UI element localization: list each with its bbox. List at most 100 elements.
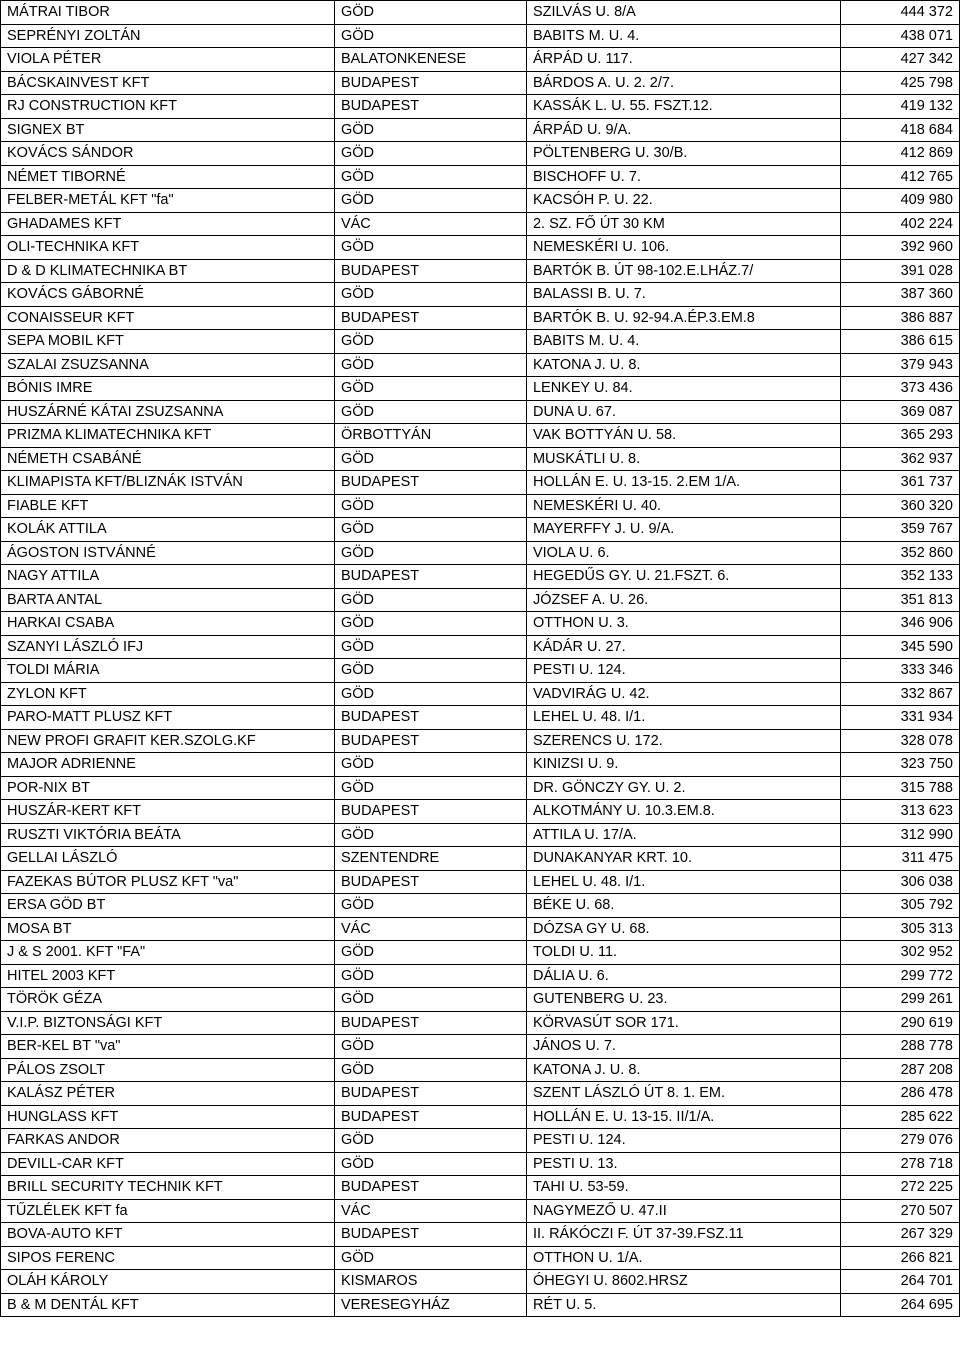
cell-col-2: BARTÓK B. U. 92-94.A.ÉP.3.EM.8	[526, 306, 840, 330]
cell-col-0: FARKAS ANDOR	[1, 1129, 335, 1153]
cell-col-0: KALÁSZ PÉTER	[1, 1082, 335, 1106]
cell-col-0: NAGY ATTILA	[1, 565, 335, 589]
table-row: PARO-MATT PLUSZ KFTBUDAPESTLEHEL U. 48. …	[1, 706, 960, 730]
cell-col-0: FIABLE KFT	[1, 494, 335, 518]
cell-col-1: BUDAPEST	[334, 1082, 526, 1106]
cell-col-3: 392 960	[841, 236, 960, 260]
table-row: D & D KLIMATECHNIKA BTBUDAPESTBARTÓK B. …	[1, 259, 960, 283]
cell-col-2: HOLLÁN E. U. 13-15. II/1/A.	[526, 1105, 840, 1129]
cell-col-1: GÖD	[334, 1152, 526, 1176]
cell-col-3: 288 778	[841, 1035, 960, 1059]
cell-col-3: 311 475	[841, 847, 960, 871]
cell-col-3: 332 867	[841, 682, 960, 706]
cell-col-3: 264 701	[841, 1270, 960, 1294]
cell-col-0: BER-KEL BT "va"	[1, 1035, 335, 1059]
cell-col-0: GELLAI LÁSZLÓ	[1, 847, 335, 871]
cell-col-0: TÖRÖK GÉZA	[1, 988, 335, 1012]
cell-col-3: 361 737	[841, 471, 960, 495]
cell-col-3: 264 695	[841, 1293, 960, 1317]
data-table: MÁTRAI TIBORGÖDSZILVÁS U. 8/A444 372SEPR…	[0, 0, 960, 1317]
cell-col-0: SEPA MOBIL KFT	[1, 330, 335, 354]
cell-col-3: 305 792	[841, 894, 960, 918]
cell-col-0: ERSA GÖD BT	[1, 894, 335, 918]
cell-col-1: GÖD	[334, 1, 526, 25]
cell-col-3: 425 798	[841, 71, 960, 95]
cell-col-0: SIPOS FERENC	[1, 1246, 335, 1270]
cell-col-2: HOLLÁN E. U. 13-15. 2.EM 1/A.	[526, 471, 840, 495]
cell-col-1: GÖD	[334, 330, 526, 354]
cell-col-1: GÖD	[334, 24, 526, 48]
cell-col-1: GÖD	[334, 588, 526, 612]
cell-col-1: GÖD	[334, 894, 526, 918]
cell-col-3: 299 772	[841, 964, 960, 988]
cell-col-0: J & S 2001. KFT "FA"	[1, 941, 335, 965]
cell-col-3: 412 869	[841, 142, 960, 166]
cell-col-1: BUDAPEST	[334, 870, 526, 894]
cell-col-3: 373 436	[841, 377, 960, 401]
table-row: KOVÁCS SÁNDORGÖDPÖLTENBERG U. 30/B.412 8…	[1, 142, 960, 166]
table-row: POR-NIX BTGÖDDR. GÖNCZY GY. U. 2.315 788	[1, 776, 960, 800]
cell-col-3: 279 076	[841, 1129, 960, 1153]
cell-col-0: KLIMAPISTA KFT/BLIZNÁK ISTVÁN	[1, 471, 335, 495]
table-row: TOLDI MÁRIAGÖDPESTI U. 124.333 346	[1, 659, 960, 683]
cell-col-0: VIOLA PÉTER	[1, 48, 335, 72]
table-row: BÁCSKAINVEST KFTBUDAPESTBÁRDOS A. U. 2. …	[1, 71, 960, 95]
cell-col-1: GÖD	[334, 518, 526, 542]
table-row: MAJOR ADRIENNEGÖDKINIZSI U. 9.323 750	[1, 753, 960, 777]
cell-col-3: 270 507	[841, 1199, 960, 1223]
cell-col-2: KASSÁK L. U. 55. FSZT.12.	[526, 95, 840, 119]
table-row: GELLAI LÁSZLÓSZENTENDREDUNAKANYAR KRT. 1…	[1, 847, 960, 871]
cell-col-1: GÖD	[334, 541, 526, 565]
cell-col-2: KATONA J. U. 8.	[526, 1058, 840, 1082]
table-row: KOLÁK ATTILAGÖDMAYERFFY J. U. 9/A.359 76…	[1, 518, 960, 542]
cell-col-0: OLI-TECHNIKA KFT	[1, 236, 335, 260]
table-row: BÓNIS IMREGÖDLENKEY U. 84.373 436	[1, 377, 960, 401]
table-row: PÁLOS ZSOLTGÖDKATONA J. U. 8.287 208	[1, 1058, 960, 1082]
cell-col-1: GÖD	[334, 353, 526, 377]
cell-col-3: 328 078	[841, 729, 960, 753]
cell-col-3: 362 937	[841, 447, 960, 471]
cell-col-3: 302 952	[841, 941, 960, 965]
cell-col-2: BÉKE U. 68.	[526, 894, 840, 918]
cell-col-2: LENKEY U. 84.	[526, 377, 840, 401]
cell-col-0: MOSA BT	[1, 917, 335, 941]
cell-col-2: MUSKÁTLI U. 8.	[526, 447, 840, 471]
cell-col-0: BÓNIS IMRE	[1, 377, 335, 401]
cell-col-0: KOLÁK ATTILA	[1, 518, 335, 542]
cell-col-0: PARO-MATT PLUSZ KFT	[1, 706, 335, 730]
cell-col-3: 346 906	[841, 612, 960, 636]
cell-col-2: OTTHON U. 3.	[526, 612, 840, 636]
cell-col-2: SZENT LÁSZLÓ ÚT 8. 1. EM.	[526, 1082, 840, 1106]
table-row: J & S 2001. KFT "FA"GÖDTOLDI U. 11.302 9…	[1, 941, 960, 965]
cell-col-1: GÖD	[334, 189, 526, 213]
cell-col-0: RJ CONSTRUCTION KFT	[1, 95, 335, 119]
cell-col-2: LEHEL U. 48. I/1.	[526, 706, 840, 730]
table-row: PRIZMA KLIMATECHNIKA KFTÖRBOTTYÁNVAK BOT…	[1, 424, 960, 448]
cell-col-2: DÁLIA U. 6.	[526, 964, 840, 988]
table-row: BARTA ANTALGÖDJÓZSEF A. U. 26.351 813	[1, 588, 960, 612]
cell-col-0: HUNGLASS KFT	[1, 1105, 335, 1129]
cell-col-2: ÁRPÁD U. 9/A.	[526, 118, 840, 142]
table-row: NÉMET TIBORNÉGÖDBISCHOFF U. 7.412 765	[1, 165, 960, 189]
cell-col-0: MÁTRAI TIBOR	[1, 1, 335, 25]
table-row: BOVA-AUTO KFTBUDAPESTII. RÁKÓCZI F. ÚT 3…	[1, 1223, 960, 1247]
cell-col-3: 402 224	[841, 212, 960, 236]
cell-col-1: GÖD	[334, 447, 526, 471]
cell-col-1: BUDAPEST	[334, 306, 526, 330]
cell-col-0: POR-NIX BT	[1, 776, 335, 800]
cell-col-2: LEHEL U. 48. I/1.	[526, 870, 840, 894]
cell-col-2: HEGEDŰS GY. U. 21.FSZT. 6.	[526, 565, 840, 589]
cell-col-3: 345 590	[841, 635, 960, 659]
cell-col-1: BUDAPEST	[334, 800, 526, 824]
cell-col-1: GÖD	[334, 1058, 526, 1082]
cell-col-3: 333 346	[841, 659, 960, 683]
cell-col-0: BRILL SECURITY TECHNIK KFT	[1, 1176, 335, 1200]
table-row: KLIMAPISTA KFT/BLIZNÁK ISTVÁNBUDAPESTHOL…	[1, 471, 960, 495]
cell-col-0: KOVÁCS SÁNDOR	[1, 142, 335, 166]
cell-col-3: 305 313	[841, 917, 960, 941]
cell-col-1: GÖD	[334, 988, 526, 1012]
cell-col-3: 409 980	[841, 189, 960, 213]
cell-col-3: 438 071	[841, 24, 960, 48]
cell-col-1: BUDAPEST	[334, 71, 526, 95]
cell-col-1: BUDAPEST	[334, 1011, 526, 1035]
